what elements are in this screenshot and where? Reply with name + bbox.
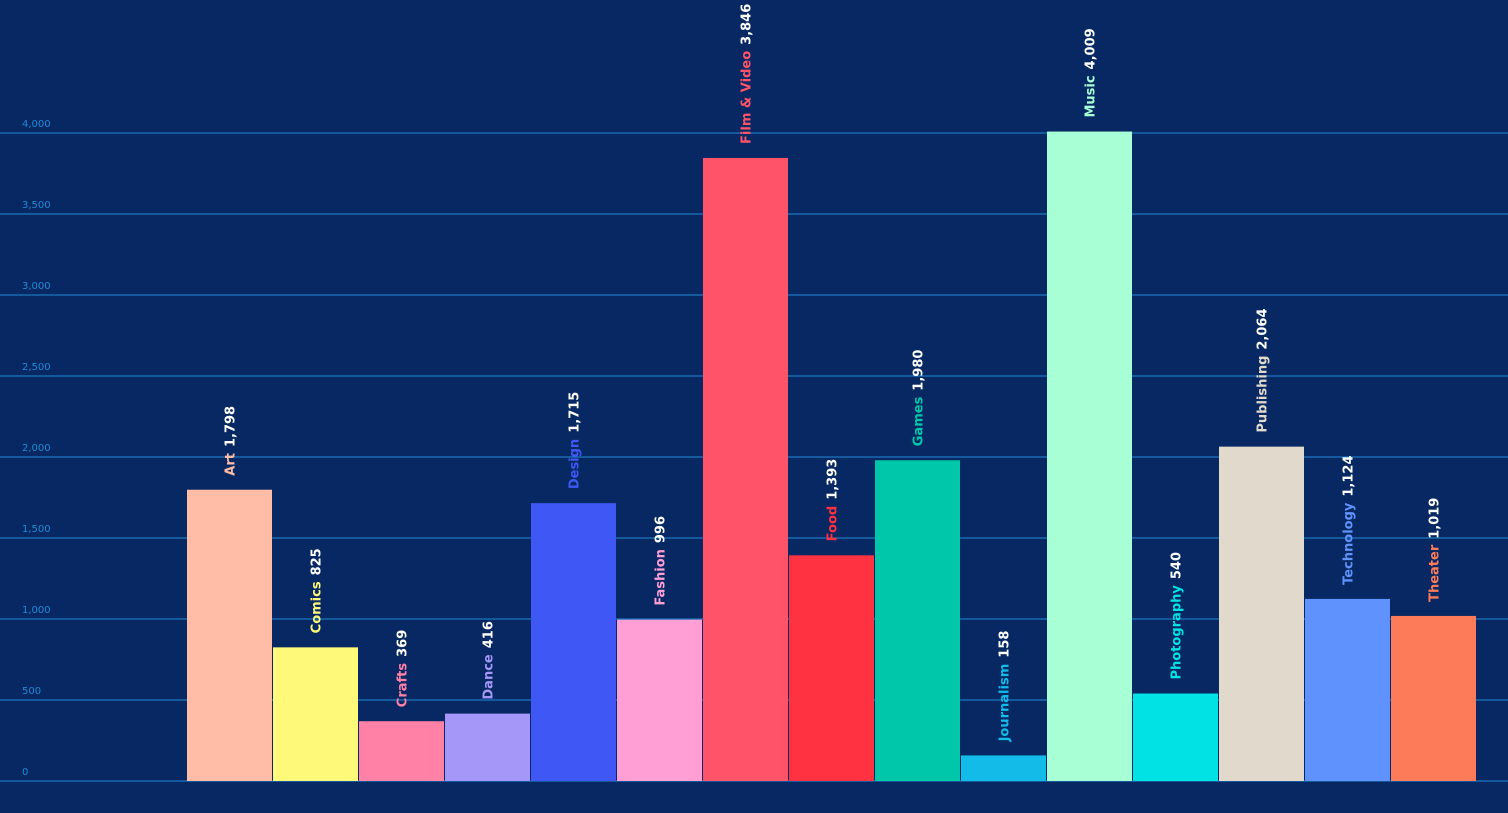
- bar-label: Publishing 2,064: [1256, 308, 1271, 432]
- y-tick-label: 0: [22, 767, 28, 778]
- bar[interactable]: [1305, 598, 1390, 781]
- category-label: Film & Video: [740, 51, 755, 144]
- bar[interactable]: [617, 619, 702, 781]
- bar[interactable]: [531, 503, 616, 781]
- bar-label: Art 1,798: [224, 406, 239, 476]
- value-label: 158: [998, 631, 1013, 658]
- value-label: 1,798: [224, 406, 239, 447]
- category-label: Theater: [1428, 544, 1443, 602]
- y-tick-label: 4,000: [22, 119, 51, 130]
- value-label: 996: [654, 516, 669, 543]
- y-tick-label: 3,500: [22, 200, 51, 211]
- bar[interactable]: [1133, 693, 1218, 781]
- bar[interactable]: [1391, 615, 1476, 781]
- y-tick-label: 1,500: [22, 524, 51, 535]
- bar-label: Photography 540: [1170, 552, 1185, 680]
- value-label: 2,064: [1256, 308, 1271, 349]
- y-tick-label: 2,500: [22, 362, 51, 373]
- category-label: Food: [826, 506, 841, 542]
- bar-label: Fashion 996: [654, 516, 669, 606]
- bar[interactable]: [359, 721, 444, 781]
- category-label: Games: [912, 396, 927, 446]
- bar[interactable]: [875, 460, 960, 781]
- value-label: 540: [1170, 552, 1185, 579]
- bar-label: Food 1,393: [826, 459, 841, 542]
- category-label: Dance: [482, 654, 497, 700]
- y-tick-label: 2,000: [22, 443, 51, 454]
- category-label: Technology: [1342, 502, 1357, 585]
- value-label: 1,124: [1342, 456, 1357, 497]
- category-label: Design: [568, 439, 583, 489]
- category-label: Art: [224, 453, 239, 476]
- value-label: 1,715: [568, 392, 583, 433]
- y-tick-label: 500: [22, 686, 41, 697]
- bar-labels: Art 1,798 Comics 825 Crafts 369 Dance 416 Design…: [224, 4, 1443, 743]
- category-label: Crafts: [396, 663, 411, 708]
- bars: [187, 131, 1476, 782]
- y-tick-label: 1,000: [22, 605, 51, 616]
- category-label: Journalism: [998, 664, 1013, 743]
- category-label: Comics: [310, 581, 325, 633]
- value-label: 4,009: [1084, 28, 1099, 69]
- category-label: Fashion: [654, 549, 669, 606]
- bar[interactable]: [187, 489, 272, 781]
- category-label: Music: [1084, 75, 1099, 117]
- value-label: 369: [396, 630, 411, 657]
- bar-label: Theater 1,019: [1428, 498, 1443, 602]
- bar-label: Technology 1,124: [1342, 456, 1357, 585]
- bar-label: Dance 416: [482, 621, 497, 699]
- bar[interactable]: [273, 647, 358, 781]
- y-axis-ticks: 0 500 1,000 1,500 2,000 2,500 3,000 3,500 4,000: [22, 119, 51, 778]
- value-label: 825: [310, 548, 325, 575]
- y-tick-label: 3,000: [22, 281, 51, 292]
- bar-label: Music 4,009: [1084, 28, 1099, 117]
- value-label: 416: [482, 621, 497, 648]
- bar[interactable]: [703, 157, 788, 781]
- bar-label: Crafts 369: [396, 630, 411, 707]
- bar-label: Games 1,980: [912, 350, 927, 447]
- bar[interactable]: [1047, 131, 1132, 782]
- value-label: 3,846: [740, 4, 755, 45]
- bar-label: Journalism 158: [998, 631, 1013, 743]
- bar-label: Comics 825: [310, 548, 325, 633]
- bar-label: Design 1,715: [568, 392, 583, 490]
- value-label: 1,019: [1428, 498, 1443, 539]
- bar[interactable]: [789, 555, 874, 781]
- bar[interactable]: [1219, 446, 1304, 781]
- category-label: Publishing: [1256, 356, 1271, 433]
- value-label: 1,980: [912, 350, 927, 391]
- value-label: 1,393: [826, 459, 841, 500]
- category-label: Photography: [1170, 585, 1185, 680]
- bar[interactable]: [445, 713, 530, 781]
- bar[interactable]: [961, 755, 1046, 781]
- bar-label: Film & Video 3,846: [740, 4, 755, 144]
